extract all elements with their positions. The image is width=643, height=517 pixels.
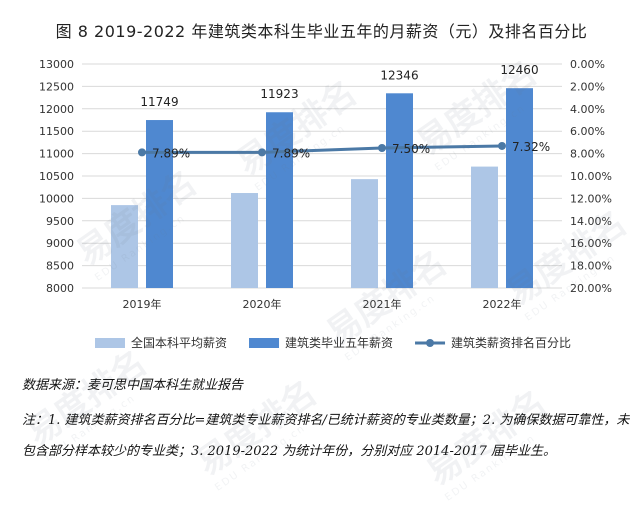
line-data-label: 7.89% <box>272 146 310 160</box>
y-right-tick-label: 14.00% <box>570 215 612 228</box>
y-left-tick-label: 8500 <box>46 260 74 273</box>
y-left-tick-label: 11500 <box>39 125 74 138</box>
y-right-tick-label: 0.00% <box>570 58 605 71</box>
y-right-tick-label: 10.00% <box>570 170 612 183</box>
chart-title: 图 8 2019-2022 年建筑类本科生毕业五年的月薪资（元）及排名百分比 <box>55 22 588 41</box>
y-right-tick-label: 12.00% <box>570 192 612 205</box>
y-left-tick-label: 10500 <box>39 170 74 183</box>
bar-data-label: 11749 <box>140 95 178 109</box>
legend-label: 全国本科平均薪资 <box>131 335 227 350</box>
bar <box>386 93 413 289</box>
y-left-tick-label: 10000 <box>39 192 74 205</box>
bar <box>471 166 498 288</box>
line-point <box>498 141 506 150</box>
y-right-tick-label: 2.00% <box>570 80 605 93</box>
line-point <box>258 148 266 157</box>
y-left-tick-label: 12000 <box>39 103 74 116</box>
bar <box>351 179 378 288</box>
y-right-tick-label: 18.00% <box>570 260 612 273</box>
bar <box>506 88 533 288</box>
x-tick-label: 2021年 <box>363 297 402 311</box>
y-right-tick-label: 16.00% <box>570 237 612 250</box>
y-right-tick-label: 4.00% <box>570 103 605 116</box>
bar <box>266 112 293 288</box>
legend-label: 建筑类薪资排名百分比 <box>451 335 571 350</box>
bar-data-label: 11923 <box>260 87 298 101</box>
line-data-label: 7.89% <box>152 146 190 160</box>
x-tick-label: 2022年 <box>483 297 522 311</box>
x-tick-label: 2020年 <box>243 297 282 311</box>
y-right-tick-label: 8.00% <box>570 148 605 161</box>
data-source: 数据来源：麦可思中国本科生就业报告 <box>22 378 244 393</box>
line-point <box>378 144 386 152</box>
legend-label: 建筑类毕业五年薪资 <box>285 335 393 350</box>
line-series <box>142 144 503 154</box>
bar <box>231 193 258 288</box>
line-data-label: 7.50% <box>392 142 430 156</box>
chart-note: 注：1. 建筑类薪资排名百分比=建筑类专业薪资排名/已统计薪资的专业类数量；2.… <box>22 413 630 459</box>
bar-data-label: 12460 <box>500 63 538 77</box>
bar <box>111 205 138 288</box>
legend-swatch <box>95 338 125 348</box>
legend-swatch <box>249 338 280 348</box>
y-left-tick-label: 9500 <box>46 215 74 228</box>
x-tick-label: 2019年 <box>123 297 162 311</box>
y-left-tick-label: 8000 <box>46 282 74 295</box>
bar <box>146 120 173 288</box>
y-right-tick-label: 20.00% <box>570 282 612 295</box>
y-right-tick-label: 6.00% <box>570 125 605 138</box>
line-data-label: 7.32% <box>512 140 550 154</box>
y-left-tick-label: 12500 <box>39 80 74 93</box>
y-left-tick-label: 11000 <box>39 148 74 161</box>
line-point <box>138 148 146 157</box>
y-left-tick-label: 13000 <box>39 58 74 71</box>
bar-data-label: 12346 <box>380 68 418 82</box>
y-left-tick-label: 9000 <box>46 237 74 250</box>
legend-line-marker <box>426 339 435 347</box>
combo-chart: 8000 8500 9000 9500 10000 10500 11000 11500 1200… <box>39 58 612 350</box>
